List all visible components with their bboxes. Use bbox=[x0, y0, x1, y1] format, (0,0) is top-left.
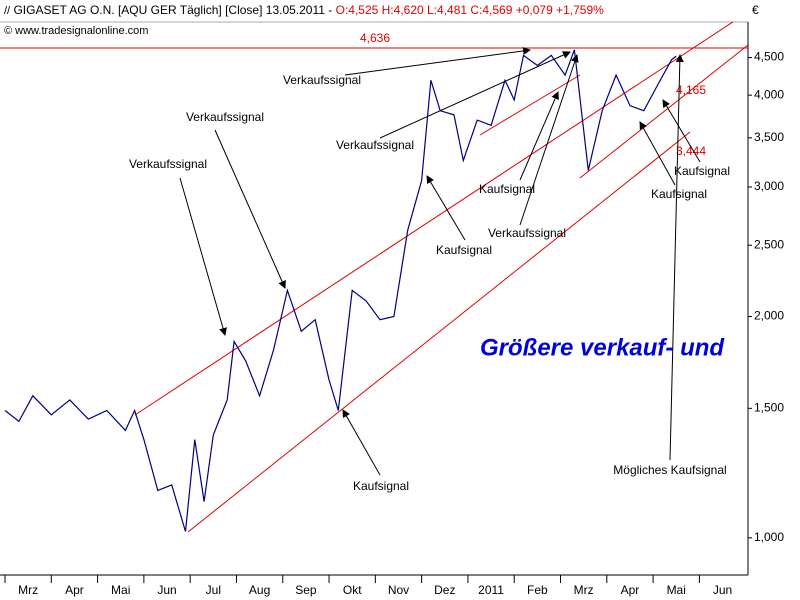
annotation: Mögliches Kaufsignal bbox=[613, 463, 726, 477]
x-tick-label: Mai bbox=[111, 583, 130, 597]
annotation-arrow bbox=[379, 51, 571, 139]
y-tick-label: 4,000 bbox=[754, 87, 784, 101]
plot-area: Größere verkauf- und bbox=[0, 22, 748, 533]
headline: Größere verkauf- und bbox=[480, 334, 725, 361]
annotation: Kaufsignal bbox=[436, 243, 492, 257]
x-tick-label: Nov bbox=[388, 583, 409, 597]
x-tick-label: 2011 bbox=[478, 583, 504, 597]
chart-title: GIGASET AG O.N. [AQU GER Täglich] [Close… bbox=[13, 3, 332, 17]
x-tick-label: Okt bbox=[343, 583, 362, 597]
level-label: 4,636 bbox=[360, 31, 390, 45]
x-tick-label: Jun bbox=[713, 583, 732, 597]
annotation-arrow bbox=[662, 99, 701, 163]
chart-subtitle: O:4,525 H:4,620 L:4,481 C:4,569 +0,079 +… bbox=[336, 3, 605, 17]
trend-label: 3,444 bbox=[676, 144, 706, 158]
source: © www.tradesignalonline.com bbox=[4, 25, 148, 37]
annotation: Kaufsignal bbox=[479, 182, 535, 196]
annotation-arrow bbox=[342, 409, 381, 476]
y-tick-label: 2,000 bbox=[754, 309, 784, 323]
annotation: Kaufsignal bbox=[674, 164, 730, 178]
annotation-arrow bbox=[669, 54, 684, 461]
x-tick-label: Aug bbox=[249, 583, 270, 597]
trend-line bbox=[134, 22, 734, 416]
chart-header: // GIGASET AG O.N. [AQU GER Täglich] [Cl… bbox=[4, 3, 604, 17]
annotation: Kaufsignal bbox=[651, 187, 707, 201]
x-tick-label: Mrz bbox=[18, 583, 38, 597]
annotation: Verkaufssignal bbox=[129, 157, 207, 171]
y-tick-label: 3,000 bbox=[754, 179, 784, 193]
annotation: Verkaufssignal bbox=[283, 73, 361, 87]
annotation-arrow bbox=[519, 91, 559, 181]
annotation-arrow bbox=[426, 175, 466, 241]
trend-line bbox=[479, 74, 581, 136]
trend-label: 4,165 bbox=[676, 83, 706, 97]
y-tick-label: 1,500 bbox=[754, 401, 784, 415]
annotation-arrow bbox=[639, 121, 676, 186]
y-axis-label: € bbox=[752, 3, 759, 17]
annotation-arrow bbox=[344, 46, 531, 76]
annotation-arrow bbox=[179, 177, 227, 336]
x-tick-label: Apr bbox=[621, 583, 640, 597]
x-tick-label: Feb bbox=[527, 583, 548, 597]
x-tick-label: Apr bbox=[65, 583, 84, 597]
x-tick-label: Mai bbox=[667, 583, 686, 597]
trend-line bbox=[579, 44, 748, 179]
y-tick-label: 4,500 bbox=[754, 50, 784, 64]
x-tick-label: Dez bbox=[434, 583, 455, 597]
trend-line bbox=[187, 131, 691, 533]
x-tick-label: Sep bbox=[295, 583, 317, 597]
annotation-arrow bbox=[519, 54, 579, 226]
y-tick-label: 3,500 bbox=[754, 130, 784, 144]
logo: // bbox=[4, 5, 11, 17]
annotation: Verkaufssignal bbox=[186, 110, 264, 124]
annotation: Verkaufssignal bbox=[488, 226, 566, 240]
x-tick-label: Jun bbox=[157, 583, 176, 597]
price-line bbox=[4, 49, 677, 532]
annotation: Kaufsignal bbox=[353, 479, 409, 493]
x-tick-label: Mrz bbox=[574, 583, 594, 597]
x-tick-label: Jul bbox=[206, 583, 221, 597]
y-tick-label: 2,500 bbox=[754, 237, 784, 251]
y-tick-label: 1,000 bbox=[754, 530, 784, 544]
annotation-arrow bbox=[214, 129, 286, 289]
annotation: Verkaufssignal bbox=[336, 138, 414, 152]
